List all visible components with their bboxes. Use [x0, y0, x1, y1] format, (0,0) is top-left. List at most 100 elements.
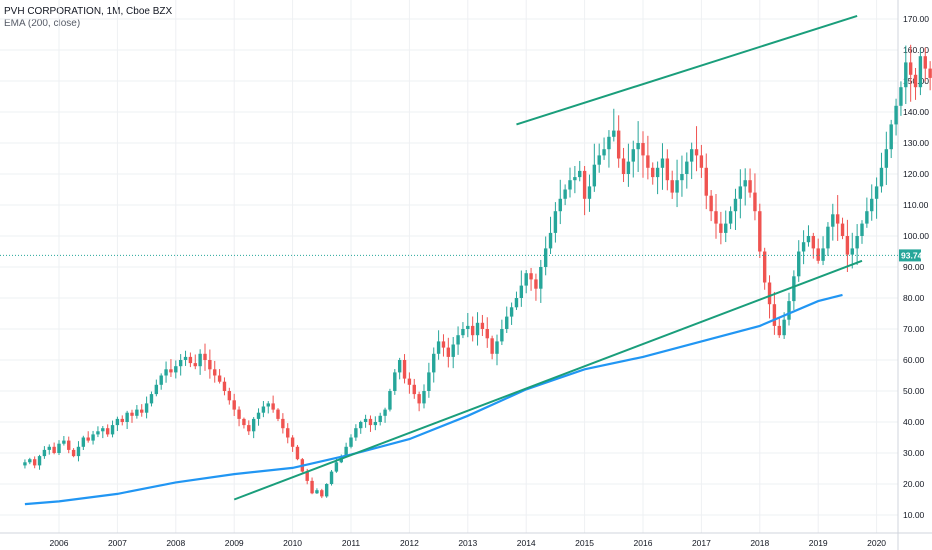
- candle-body: [178, 360, 183, 367]
- candle-body: [412, 384, 416, 395]
- y-tick-label: 100.00: [903, 231, 929, 241]
- candle-body: [441, 341, 446, 348]
- candle-body: [76, 446, 81, 457]
- candle-body: [125, 412, 129, 422]
- candle-body: [261, 406, 266, 413]
- candle-body: [612, 130, 616, 137]
- y-tick-label: 110.00: [903, 200, 929, 210]
- candle-body: [884, 149, 889, 168]
- candle-body: [281, 418, 285, 429]
- candle-body: [446, 347, 451, 357]
- candle-body: [378, 415, 382, 422]
- candle-body: [797, 251, 801, 277]
- candle-body: [144, 403, 149, 413]
- candle-body: [407, 378, 412, 385]
- candle-body: [709, 195, 713, 212]
- candle-body: [563, 189, 567, 199]
- upper-trendline[interactable]: [516, 14, 858, 126]
- candle-body: [505, 316, 509, 329]
- candle-body: [889, 124, 893, 150]
- y-tick-label: 90.00: [903, 262, 925, 272]
- y-tick-label: 170.00: [903, 14, 929, 24]
- candle-body: [631, 149, 635, 162]
- candle-body: [748, 180, 752, 193]
- candle-body: [32, 459, 37, 466]
- candle-body: [500, 329, 504, 342]
- last-price-label: 93.74: [901, 250, 923, 260]
- candle-body: [67, 440, 71, 450]
- candle-body: [451, 344, 455, 357]
- last-price-tag: [899, 249, 921, 262]
- lower-trendline[interactable]: [233, 259, 863, 501]
- candle-body: [704, 167, 708, 196]
- candle-body: [904, 62, 908, 88]
- candle-body: [105, 428, 110, 435]
- candle-body: [777, 325, 781, 336]
- candle-body: [320, 490, 324, 497]
- candle-body: [573, 177, 577, 181]
- candles: [23, 44, 932, 499]
- x-tick-label: 2014: [517, 538, 536, 548]
- candle-body: [154, 384, 159, 395]
- candle-body: [724, 223, 728, 233]
- candle-body: [363, 418, 368, 422]
- candle-body: [271, 403, 275, 410]
- candle-body: [539, 267, 543, 289]
- candle-body: [91, 434, 95, 441]
- candle-body: [592, 164, 597, 187]
- y-tick-label: 60.00: [903, 355, 925, 365]
- candle-body: [806, 236, 811, 243]
- candle-body: [456, 335, 460, 345]
- candle-body: [670, 180, 674, 193]
- candle-body: [101, 428, 105, 432]
- candle-body: [913, 74, 918, 88]
- candle-body: [208, 360, 212, 370]
- candle-body: [646, 155, 650, 168]
- candle-body: [490, 338, 494, 354]
- candle-body: [47, 446, 51, 450]
- candle-body: [733, 198, 738, 212]
- candle-body: [855, 236, 859, 249]
- candle-body: [213, 369, 217, 376]
- candle-body: [894, 105, 898, 125]
- candle-body: [578, 170, 582, 178]
- candle-body: [436, 341, 441, 354]
- candle-body: [879, 167, 884, 187]
- candle-body: [256, 412, 261, 419]
- candle-body: [115, 418, 120, 426]
- candle-body: [860, 223, 864, 236]
- candle-body: [402, 360, 407, 379]
- candle-body: [305, 471, 309, 481]
- candle-body: [120, 418, 124, 422]
- y-tick-label: 70.00: [903, 324, 925, 334]
- candle-body: [23, 462, 27, 466]
- candle-body: [694, 149, 699, 156]
- candle-body: [680, 174, 684, 181]
- candle-body: [417, 394, 421, 404]
- x-tick-label: 2015: [575, 538, 594, 548]
- candle-body: [383, 409, 387, 416]
- candle-body: [310, 480, 314, 494]
- candle-body: [485, 329, 489, 339]
- indicator-label: EMA (200, close): [4, 18, 81, 29]
- candle-body: [923, 56, 927, 69]
- candle-body: [495, 341, 499, 354]
- candle-body: [295, 446, 300, 460]
- candle-body: [140, 409, 144, 413]
- candle-body: [86, 437, 90, 441]
- candle-body: [237, 409, 241, 419]
- y-tick-label: 10.00: [903, 510, 925, 520]
- candle-body: [899, 87, 903, 106]
- candle-body: [393, 372, 397, 391]
- candle-body: [602, 149, 606, 156]
- candle-body: [324, 484, 329, 497]
- candle-body: [850, 248, 854, 255]
- x-tick-label: 2016: [634, 538, 653, 548]
- candle-body: [290, 437, 295, 447]
- candle-body: [689, 149, 694, 162]
- candle-body: [801, 242, 806, 252]
- y-tick-label: 140.00: [903, 107, 929, 117]
- candle-body: [130, 412, 134, 416]
- candle-body: [758, 211, 762, 252]
